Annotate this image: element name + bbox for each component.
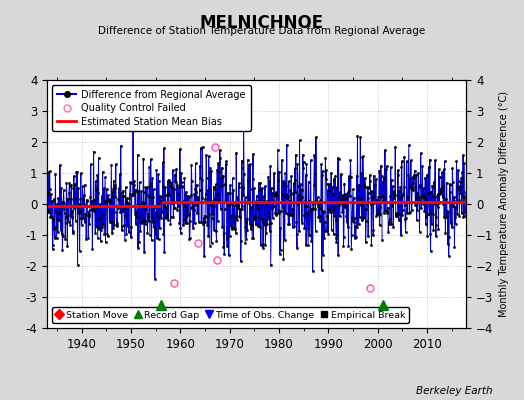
- Legend: Station Move, Record Gap, Time of Obs. Change, Empirical Break: Station Move, Record Gap, Time of Obs. C…: [52, 307, 409, 323]
- Y-axis label: Monthly Temperature Anomaly Difference (°C): Monthly Temperature Anomaly Difference (…: [499, 91, 509, 317]
- Text: Berkeley Earth: Berkeley Earth: [416, 386, 493, 396]
- Text: Difference of Station Temperature Data from Regional Average: Difference of Station Temperature Data f…: [99, 26, 425, 36]
- Text: MELNICHNOE: MELNICHNOE: [200, 14, 324, 32]
